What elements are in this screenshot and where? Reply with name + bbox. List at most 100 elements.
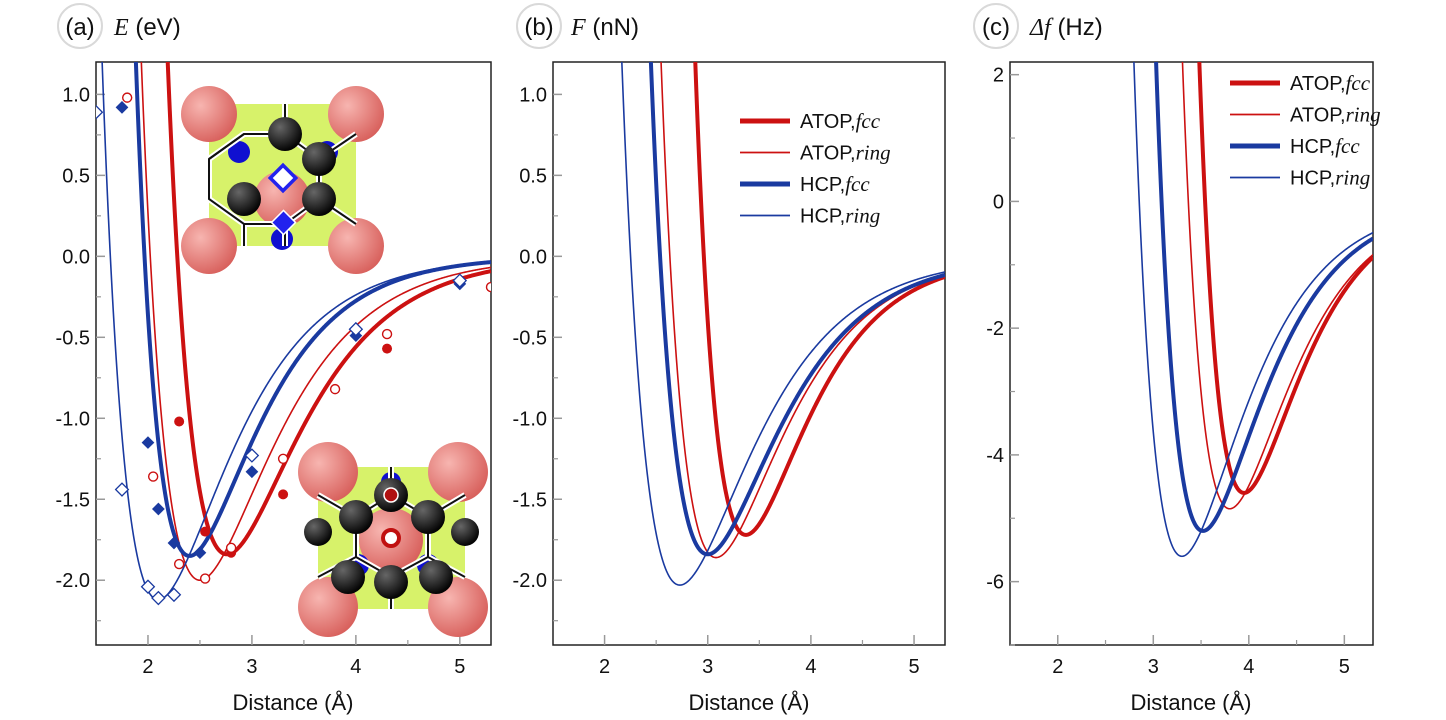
xlabel-a: Distance (Å) [232,690,353,715]
x-tick-label: 2 [142,656,153,678]
y-tick-label: 2 [993,65,1004,87]
data-point-atopring [485,281,491,293]
legend-entry: HCP,ring [800,204,880,228]
curves-a [96,62,491,606]
curves-c [1133,62,1373,558]
curves-b [621,62,945,586]
data-point-atopfcc [382,343,393,354]
y-tick-label: -0.5 [56,327,90,349]
x-tick-label: 2 [599,656,610,678]
x-tick-label: 5 [1339,656,1350,678]
legend-entry: ATOP,ring [1290,103,1381,127]
data-point-atopring [147,471,159,482]
series-line-hcpfcc [648,62,945,557]
data-point-hcpring [244,448,260,463]
data-point-hcpfcc [245,465,259,479]
data-point-hcpfcc [152,502,165,516]
ylabel-b: F (nN) [570,14,639,41]
y-tick-label: -1.5 [513,489,547,511]
plot-frame-b [552,61,946,646]
data-point-atopring [199,573,211,584]
data-point-hcpfcc [193,546,207,560]
data-point-hcpring [452,273,468,288]
legend-entry: ATOP,fcc [800,109,881,133]
data-point-atopring [329,383,341,395]
plot-frame-c [1009,61,1374,646]
y-tick-label: -6 [986,572,1004,594]
data-point-hcpring [96,104,104,120]
x-tick-label: 3 [702,656,713,678]
y-tick-label: -1.5 [56,489,90,511]
data-point-hcpring [166,587,182,603]
y-tick-label: 0.5 [62,165,90,187]
y-tick-label: 0.0 [62,246,90,268]
y-tick-label: 0.5 [519,165,547,187]
x-tick-label: 3 [246,656,257,678]
data-point-atopring [173,558,185,570]
y-tick-label: -4 [986,445,1004,467]
y-tick-label: 1.0 [519,84,547,106]
legend-entry: HCP,fcc [800,172,870,196]
xlabel-b: Distance (Å) [688,690,809,715]
y-tick-label: 1.0 [62,84,90,106]
x-tick-label: 4 [805,656,816,678]
x-tick-label: 3 [1148,656,1159,678]
series-line-atopfcc [165,62,491,557]
legend-entry: HCP,fcc [1290,134,1360,158]
series-line-hcpfcc [133,62,491,558]
legend-b: ATOP,fcc ATOP,ring HCP,fcc HCP,ring [740,109,891,228]
panel-c: 2 3 4 5 2 0 -2 -4 -6 ATOP,fcc ATOP,ring HCP,fcc HCP,… [986,61,1381,678]
data-point-hcpring [140,579,156,594]
series-line-hcpfcc [1154,62,1373,533]
ylabel-c: Δf (Hz) [1029,14,1103,41]
panel-b: 2 3 4 51.00.50.0-0.5-1.0-1.5-2.0ATOP,fccATO… [513,61,946,678]
inset-hcp-structure [181,86,384,274]
y-tick-label: -1.0 [56,408,90,430]
data-point-atopfcc [200,526,211,537]
x-tick-label: 2 [1052,656,1063,678]
y-tick-label: 0.0 [519,246,547,268]
xlabel-c: Distance (Å) [1130,690,1251,715]
y-tick-label: -2 [986,318,1004,340]
panel-label-a: (a) [57,3,103,49]
x-tick-label: 4 [1243,656,1254,678]
y-tick-label: 0 [993,191,1004,213]
data-point-hcpring [114,482,130,497]
data-point-atopring [277,453,289,464]
plot-frame-a [95,61,492,646]
inset-atop-structure [298,442,488,637]
ylabel-a: E (eV) [113,14,181,41]
y-tick-label: -1.0 [513,408,547,430]
legend-c: ATOP,fcc ATOP,ring HCP,fcc HCP,ring [1230,71,1381,190]
series-line-hcpring [1133,62,1373,558]
data-point-atopring [225,542,237,554]
series-line-atopfcc [1197,62,1373,495]
data-point-atopfcc [174,416,185,427]
y-tick-label: -0.5 [513,327,547,349]
panel-label-text-c: (c) [982,14,1010,41]
data-point-atopfcc [278,489,289,500]
legend-entry: ATOP,fcc [1290,71,1371,95]
data-point-atopring [381,328,393,340]
panel-label-text-a: (a) [65,14,94,41]
panel-label-c: (c) [973,3,1019,49]
series-line-atopring [140,62,491,582]
legend-entry: HCP,ring [1290,166,1370,190]
data-point-hcpfcc [115,100,129,114]
x-tick-label: 4 [350,656,361,678]
series-line-hcpring [621,62,945,586]
x-tick-label: 5 [454,656,465,678]
series-line-atopfcc [693,62,945,537]
panel-a: 2 3 4 5 1.0 0.5 0.0 -0.5 -1.0 -1.5 -2.0 [56,61,492,678]
legend-entry: ATOP,ring [800,141,891,165]
panel-label-b: (b) [516,3,562,49]
y-tick-label: -2.0 [56,570,90,592]
x-tick-label: 5 [908,656,919,678]
y-tick-label: -2.0 [513,570,547,592]
data-point-hcpring [348,321,364,337]
data-point-atopring [121,92,133,103]
data-point-hcpring [151,590,166,606]
data-point-hcpfcc [141,436,155,449]
series-line-atopring [1181,62,1373,510]
